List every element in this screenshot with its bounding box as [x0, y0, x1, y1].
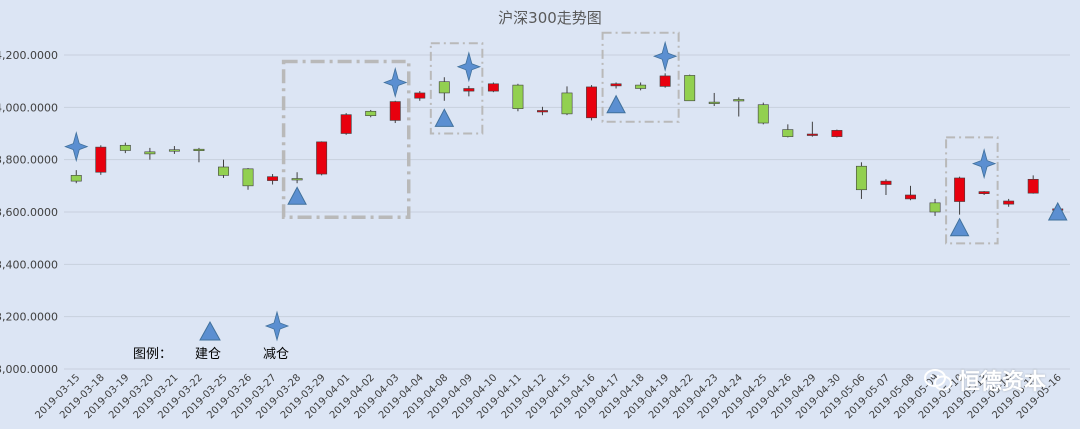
candle-body	[487, 83, 499, 92]
legend: 图例： 建仓 减仓	[133, 310, 290, 362]
candle-body	[537, 110, 548, 113]
candle-body	[95, 146, 107, 173]
buy-marker-icon	[606, 94, 626, 114]
candle-body	[414, 92, 426, 99]
candle-body	[733, 99, 745, 102]
candle-body	[831, 130, 843, 137]
candle-body	[880, 180, 892, 185]
y-tick-label: 3,000.0000	[0, 363, 58, 376]
candle-body	[438, 81, 450, 94]
highlight-box	[945, 136, 999, 245]
candle-body	[757, 104, 769, 124]
candle-body	[806, 133, 818, 136]
legend-sell-icon	[264, 310, 290, 342]
highlight-box	[281, 59, 411, 219]
candle-body	[929, 202, 941, 213]
candle-body	[193, 148, 205, 151]
legend-title: 图例：	[133, 347, 172, 362]
legend-buy-label: 建仓	[195, 347, 221, 362]
y-tick-label: 3,800.0000	[0, 154, 58, 167]
wechat-icon	[923, 369, 952, 391]
candle-body	[267, 176, 279, 181]
legend-sell-label: 减仓	[263, 347, 289, 362]
candle-body	[1027, 178, 1039, 194]
highlight-box	[601, 31, 680, 123]
candle-body	[684, 75, 696, 102]
candle-body	[340, 114, 352, 134]
sell-marker-icon	[64, 131, 89, 163]
watermark-text: 恒德资本	[957, 370, 1046, 395]
sell-marker-icon	[383, 66, 408, 98]
candle-body	[463, 88, 475, 92]
candle-body	[855, 165, 867, 191]
candle-body	[70, 175, 82, 182]
y-tick-label: 3,400.0000	[0, 258, 58, 271]
candle-body	[586, 86, 597, 119]
candle-body	[782, 129, 794, 137]
candle-body	[708, 101, 720, 104]
candle-body	[365, 110, 377, 117]
y-tick-label: 4,200.0000	[0, 49, 58, 62]
y-tick-label: 3,600.0000	[0, 206, 58, 219]
candle-body	[316, 141, 328, 175]
sell-marker-icon	[653, 40, 678, 72]
buy-marker-icon	[287, 186, 307, 205]
highlight-box	[429, 42, 484, 135]
candle-body	[291, 178, 303, 181]
candle-body	[561, 92, 573, 115]
buy-marker-icon	[949, 217, 970, 237]
watermark: 恒德资本	[923, 364, 1046, 396]
sell-marker-icon	[971, 148, 997, 180]
candle-body	[389, 101, 401, 121]
candle-body	[512, 84, 524, 109]
candle-body	[119, 144, 131, 151]
candle-body	[905, 194, 916, 200]
legend-buy-icon	[199, 320, 221, 341]
sell-marker-icon	[456, 51, 481, 83]
candle-body	[635, 84, 647, 89]
chart-title: 沪深300走势图	[498, 9, 602, 27]
y-tick-label: 4,000.0000	[0, 101, 58, 114]
candle-body	[242, 168, 254, 187]
buy-marker-icon	[434, 108, 455, 127]
candle-body	[218, 166, 229, 176]
candle-body	[954, 177, 966, 202]
candle-body	[659, 75, 671, 87]
candle-body	[168, 149, 180, 152]
buy-marker-icon	[1047, 201, 1068, 221]
candle-body	[1003, 200, 1015, 205]
candle-body	[144, 151, 156, 155]
y-tick-label: 3,200.0000	[0, 311, 58, 324]
candle-body	[610, 83, 622, 87]
candle-body	[978, 191, 990, 194]
